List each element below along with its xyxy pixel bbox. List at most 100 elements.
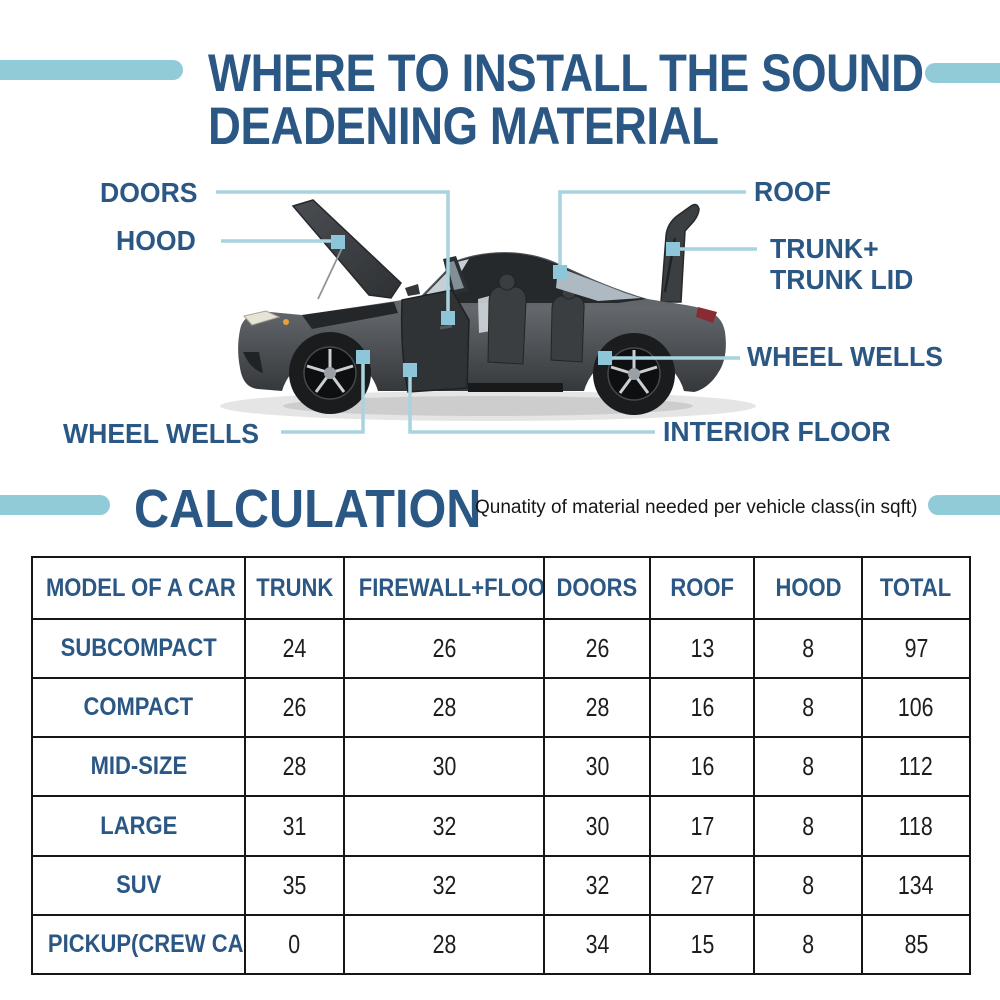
- calculation-subtitle: Qunatity of material needed per vehicle …: [475, 497, 918, 518]
- table-cell: 8: [753, 677, 863, 739]
- table-cell: 28: [244, 736, 345, 798]
- table-cell: 35: [244, 854, 345, 916]
- table-row: LARGE 31 32 30 17 8 118: [31, 795, 971, 857]
- leader-doors-line: [216, 190, 450, 311]
- label-trunk-line1: TRUNK+: [770, 233, 879, 264]
- table-cell: 34: [543, 913, 651, 976]
- table-cell: 118: [861, 795, 971, 857]
- top-left-accent-bar: [0, 60, 183, 80]
- table-row: COMPACT 26 28 28 16 8 106: [31, 677, 971, 739]
- table-cell: 28: [343, 677, 545, 739]
- table-cell: 13: [649, 617, 755, 680]
- label-wheel-wells-left: WHEEL WELLS: [63, 418, 260, 449]
- car-taillight: [696, 307, 717, 323]
- table-header-cell: ROOF: [649, 556, 755, 620]
- table-cell: COMPACT: [31, 677, 246, 739]
- table-cell: 26: [543, 617, 651, 680]
- car-seats: [487, 273, 585, 365]
- table-cell: 8: [753, 617, 863, 680]
- table-cell: SUBCOMPACT: [31, 617, 246, 680]
- table-header-row: MODEL OF A CAR TRUNK FIREWALL+FLOOR DOOR…: [31, 556, 971, 620]
- page-title-line2: DEADENING MATERIAL: [208, 97, 719, 156]
- table-row: MID-SIZE 28 30 30 16 8 112: [31, 736, 971, 798]
- car-headlight: [243, 310, 281, 326]
- table-header-cell: TOTAL: [861, 556, 971, 620]
- table-cell: 8: [753, 854, 863, 916]
- table-header-cell: MODEL OF A CAR: [31, 556, 246, 620]
- label-trunk-line2: TRUNK LID: [770, 264, 914, 295]
- leader-wheelwells-left-square: [356, 350, 370, 364]
- leader-roof-line: [558, 190, 746, 265]
- car-rear-window: [556, 267, 641, 301]
- table-row: PICKUP(CREW CAB) 0 28 34 15 8 85: [31, 913, 971, 976]
- car-front-intake: [243, 352, 263, 373]
- table-cell: LARGE: [31, 795, 246, 857]
- table-cell: 106: [861, 677, 971, 739]
- leader-interiorfloor-line: [408, 377, 655, 434]
- table-cell: 97: [861, 617, 971, 680]
- calc-right-accent-bar: [928, 495, 1000, 515]
- table-header-cell: TRUNK: [244, 556, 345, 620]
- table-cell: 32: [343, 795, 545, 857]
- table-cell: 32: [343, 854, 545, 916]
- table-cell: 15: [649, 913, 755, 976]
- table-row: SUV 35 32 32 27 8 134: [31, 854, 971, 916]
- table-cell: MID-SIZE: [31, 736, 246, 798]
- table-cell: 8: [753, 795, 863, 857]
- calc-left-accent-bar: [0, 495, 110, 515]
- label-roof: ROOF: [754, 176, 831, 207]
- leader-roof-square: [553, 265, 567, 279]
- table-cell: 26: [343, 617, 545, 680]
- car-illustration: [220, 199, 756, 421]
- car-mirror: [405, 284, 420, 296]
- leader-wheelwells-right-square: [598, 351, 612, 365]
- page-title: WHERE TO INSTALL THE SOUND DEADENING MAT…: [208, 47, 924, 153]
- leader-wheelwells-left-line: [281, 364, 365, 434]
- label-trunk: TRUNK+ TRUNK LID: [770, 233, 913, 295]
- table-header-cell: DOORS: [543, 556, 651, 620]
- page-title-line1: WHERE TO INSTALL THE SOUND: [208, 44, 924, 103]
- table-cell: 8: [753, 913, 863, 976]
- calculation-heading: CALCULATION: [134, 479, 482, 539]
- top-right-accent-bar: [925, 63, 1000, 83]
- table-row: SUBCOMPACT 24 26 26 13 8 97: [31, 617, 971, 680]
- leader-doors-square: [441, 311, 455, 325]
- car-shadow-inner: [283, 396, 693, 416]
- table-cell: 30: [543, 795, 651, 857]
- table-cell: 134: [861, 854, 971, 916]
- table-cell: 16: [649, 736, 755, 798]
- table-cell: 16: [649, 677, 755, 739]
- table-cell: 85: [861, 913, 971, 976]
- car-rocker: [468, 383, 563, 392]
- car-marker-light: [283, 319, 289, 325]
- table-cell: 31: [244, 795, 345, 857]
- table-cell: 0: [244, 913, 345, 976]
- leader-squares: [331, 235, 680, 377]
- leader-hood-square: [331, 235, 345, 249]
- label-wheel-wells-right: WHEEL WELLS: [747, 341, 944, 372]
- material-quantity-table: MODEL OF A CAR TRUNK FIREWALL+FLOOR DOOR…: [31, 556, 971, 976]
- table-cell: 28: [543, 677, 651, 739]
- table-cell: 30: [343, 736, 545, 798]
- table-cell: SUV: [31, 854, 246, 916]
- leader-lines: [216, 190, 757, 434]
- label-hood: HOOD: [116, 225, 196, 256]
- table-cell: 30: [543, 736, 651, 798]
- table-cell: 17: [649, 795, 755, 857]
- table-cell: PICKUP(CREW CAB): [31, 913, 246, 976]
- table-header-cell: HOOD: [753, 556, 863, 620]
- table-header-cell: FIREWALL+FLOOR: [343, 556, 545, 620]
- table-cell: 112: [861, 736, 971, 798]
- car-front-wheel: [289, 332, 371, 414]
- table-cell: 27: [649, 854, 755, 916]
- car-rear-wheel: [593, 333, 675, 415]
- car-hood-open: [291, 199, 402, 300]
- table-cell: 28: [343, 913, 545, 976]
- table-cell: 24: [244, 617, 345, 680]
- label-doors: DOORS: [100, 177, 198, 208]
- car-engine-bay: [302, 302, 398, 329]
- table-cell: 32: [543, 854, 651, 916]
- table-cell: 8: [753, 736, 863, 798]
